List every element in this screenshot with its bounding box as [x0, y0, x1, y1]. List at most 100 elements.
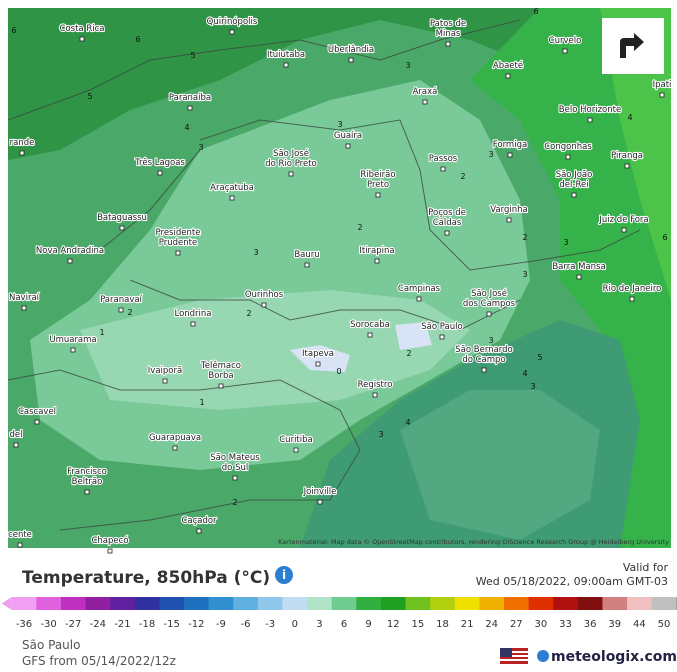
- legend-tick-label: -24: [90, 619, 106, 630]
- contour-label: 1: [199, 398, 204, 407]
- legend-tick-label: -21: [114, 619, 130, 630]
- city-label: Abaeté: [493, 60, 523, 71]
- contour-label: 2: [460, 172, 465, 181]
- legend-tick-label: 39: [608, 619, 621, 630]
- city-label: Piranga: [611, 151, 643, 161]
- contour-label: 3: [378, 430, 383, 439]
- city-marker: [172, 445, 178, 451]
- city-marker: [348, 57, 354, 63]
- city-marker: [79, 36, 85, 42]
- city-marker: [118, 307, 124, 313]
- contour-label: 3: [405, 61, 410, 70]
- city-label: Poços de: [428, 208, 466, 218]
- city-marker: [34, 419, 40, 425]
- city-label: Três Lagoas: [134, 157, 185, 168]
- city-label: Caldas: [433, 218, 462, 228]
- contour-label: 3: [488, 336, 493, 345]
- city-label: Juiz de Fora: [598, 215, 648, 225]
- legend-tick-label: 24: [485, 619, 498, 630]
- city-marker: [440, 166, 446, 172]
- contour-label: 2: [357, 223, 362, 232]
- contour-label: 1: [99, 328, 104, 337]
- city-marker: [486, 311, 492, 317]
- city-marker: [374, 258, 380, 264]
- legend-tick-label: 12: [387, 619, 400, 630]
- city-label: Londrina: [174, 309, 211, 319]
- city-label: Ribeirão: [360, 170, 395, 180]
- city-label: do Rio Preto: [265, 159, 317, 169]
- city-label: Registro: [358, 380, 393, 390]
- city-marker: [621, 227, 627, 233]
- city-marker: [229, 29, 235, 35]
- city-marker: [629, 296, 635, 302]
- contour-label: 3: [530, 382, 535, 391]
- color-swatch: [85, 597, 111, 610]
- flag[interactable]: [500, 648, 528, 664]
- city-label: Varginha: [490, 205, 527, 215]
- color-swatch: [282, 597, 308, 610]
- legend-tick-label: 33: [559, 619, 572, 630]
- color-swatch: [405, 597, 431, 610]
- city-label: Presidente: [156, 228, 201, 238]
- brand[interactable]: meteologix.com: [551, 649, 677, 665]
- city-label: São Bernardo: [455, 345, 512, 355]
- city-label: Formiga: [493, 140, 527, 150]
- color-swatch: [233, 597, 259, 610]
- legend-tick-label: 36: [584, 619, 597, 630]
- valid-time: Wed 05/18/2022, 09:00am GMT-03: [476, 575, 668, 588]
- city-label: Caçador: [181, 516, 217, 526]
- city-label: São João: [556, 170, 593, 180]
- city-marker: [576, 274, 582, 280]
- city-label: del: [10, 430, 23, 440]
- contour-label: 4: [405, 418, 410, 427]
- city-label: Itapeva: [302, 349, 334, 359]
- color-swatch: [577, 597, 603, 610]
- city-label: Guarapuava: [149, 433, 201, 443]
- city-label: Itirapina: [359, 246, 394, 256]
- contour-label: 6: [662, 233, 667, 242]
- contour-label: 5: [537, 353, 542, 362]
- city-label: Curitiba: [279, 435, 312, 445]
- color-swatch: [257, 597, 283, 610]
- city-marker: [293, 447, 299, 453]
- legend-tick-label: 44: [633, 619, 646, 630]
- city-label: Cascavel: [18, 407, 56, 417]
- city-marker: [506, 217, 512, 223]
- city-label: Francisco: [67, 467, 107, 477]
- location: São Paulo: [22, 638, 80, 652]
- map: [8, 8, 671, 548]
- model: GFS from 05/14/2022/12z: [22, 654, 176, 668]
- contour-label: 6: [11, 26, 16, 35]
- city-marker: [345, 143, 351, 149]
- city-label: Sorocaba: [350, 320, 390, 330]
- legend-tick-label: -18: [139, 619, 155, 630]
- legend-tick-label: 21: [461, 619, 474, 630]
- city-marker: [162, 378, 168, 384]
- contour-label: 3: [563, 238, 568, 247]
- city-label: do Campo: [462, 355, 505, 365]
- legend-tick-label: 9: [365, 619, 371, 630]
- city-label: dos Campos: [463, 299, 516, 309]
- color-swatch: [110, 597, 136, 610]
- city-label: rande: [10, 138, 35, 148]
- city-marker: [17, 542, 23, 548]
- city-label: Costa Rica: [60, 24, 105, 34]
- city-label: Telêmaco: [200, 360, 241, 371]
- city-marker: [119, 225, 125, 231]
- color-swatch: [331, 597, 357, 610]
- city-marker: [659, 92, 665, 98]
- city-marker: [505, 73, 511, 79]
- color-swatch: [479, 597, 505, 610]
- city-label: cente: [8, 530, 32, 540]
- color-swatch: [454, 597, 480, 610]
- legend-tick-label: -30: [40, 619, 56, 630]
- city-marker: [19, 150, 25, 156]
- share-button[interactable]: [602, 18, 664, 74]
- city-marker: [67, 258, 73, 264]
- contour-label: 3: [253, 248, 258, 257]
- city-marker: [372, 392, 378, 398]
- attribution: Kartenmaterial: Map data © OpenStreetMap…: [278, 538, 669, 546]
- info-icon[interactable]: i: [275, 566, 293, 584]
- contour-label: 6: [533, 7, 538, 16]
